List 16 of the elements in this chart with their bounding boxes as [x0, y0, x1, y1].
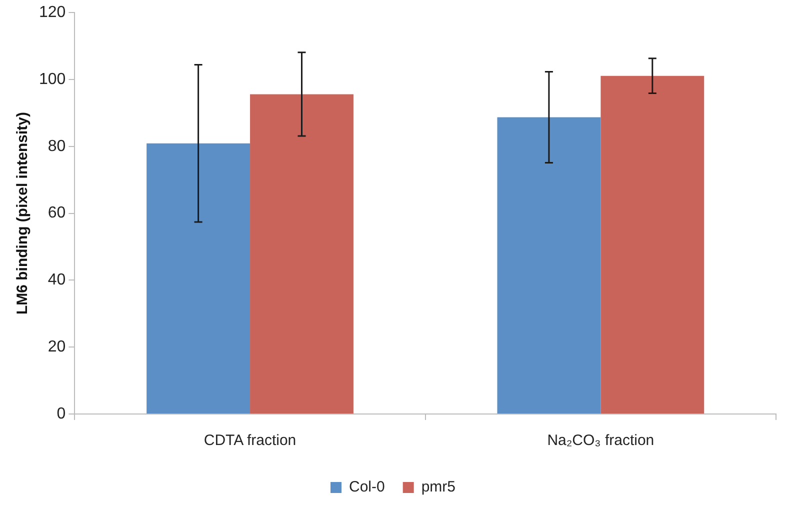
legend-label: Col-0 [348, 478, 385, 496]
y-tick-label: 120 [38, 4, 66, 22]
bar [600, 76, 704, 414]
legend-label: pmr5 [421, 478, 456, 496]
x-tick-label: CDTA fraction [204, 432, 296, 450]
y-tick-label: 0 [56, 405, 66, 422]
y-tick-label: 20 [48, 338, 66, 356]
bar [250, 94, 354, 414]
y-tick-label: 100 [38, 70, 66, 88]
bar [497, 117, 601, 414]
y-tick-label: 40 [48, 272, 66, 289]
bar [146, 143, 250, 414]
y-axis-title: LM6 binding (pixel intensity) [14, 112, 32, 315]
x-tick-label: Na₂CO₃ fraction [547, 432, 654, 450]
y-tick-label: 60 [48, 204, 66, 222]
y-tick-label: 80 [48, 138, 66, 155]
